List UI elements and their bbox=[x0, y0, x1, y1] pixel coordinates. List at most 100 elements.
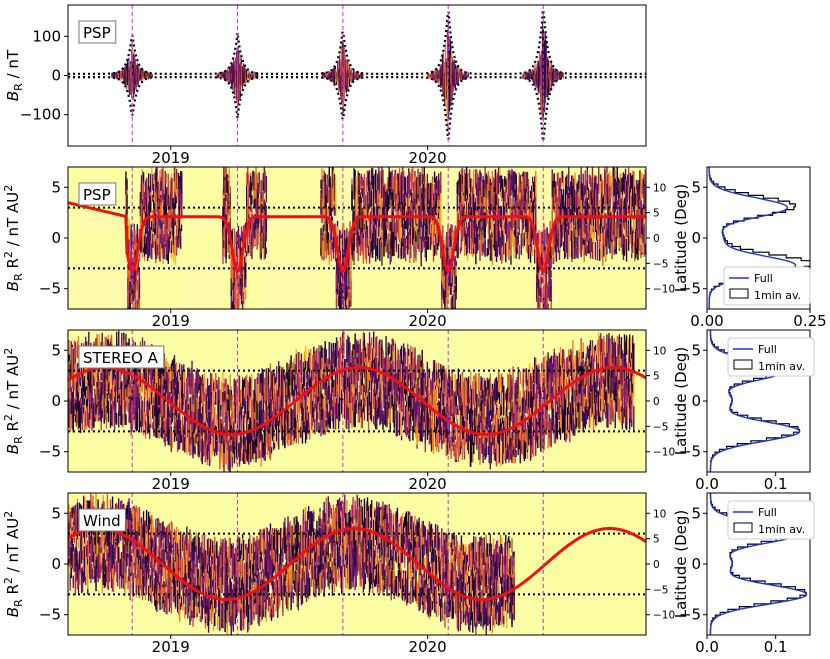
heatmap-cell bbox=[346, 275, 348, 287]
heatmap-cell bbox=[348, 247, 350, 266]
heatmap-cell bbox=[511, 169, 513, 190]
heatmap-cell bbox=[92, 406, 94, 426]
hist-y-tick-label: 0 bbox=[691, 229, 701, 247]
heatmap-cell bbox=[256, 189, 258, 218]
heatmap-cell bbox=[329, 197, 332, 216]
gap-fill bbox=[97, 218, 99, 229]
heatmap-cell bbox=[470, 192, 472, 219]
heatmap-cell bbox=[409, 234, 411, 263]
heatmap-cell bbox=[105, 407, 108, 429]
heatmap-cell bbox=[231, 231, 233, 252]
heatmap-cell bbox=[361, 188, 364, 198]
gap-fill bbox=[94, 226, 96, 237]
heatmap-cell bbox=[528, 246, 531, 259]
heatmap-cell bbox=[139, 386, 142, 399]
heatmap-cell bbox=[522, 216, 525, 230]
heatmap-cell bbox=[241, 231, 244, 244]
heatmap-cell bbox=[360, 183, 362, 195]
gap-fill bbox=[92, 213, 94, 224]
heatmap-cell bbox=[263, 199, 265, 218]
heatmap-cell bbox=[159, 169, 161, 185]
heatmap-cell bbox=[453, 292, 455, 308]
heatmap-cell bbox=[385, 206, 387, 217]
heatmap-cell bbox=[181, 205, 183, 215]
heatmap-cell bbox=[628, 172, 631, 183]
heatmap-cell bbox=[435, 237, 438, 256]
heatmap-cell bbox=[105, 336, 108, 353]
heatmap-cell bbox=[389, 175, 391, 188]
heatmap-cell bbox=[249, 206, 251, 227]
heatmap-cell bbox=[606, 172, 608, 184]
heatmap-cell bbox=[389, 239, 391, 265]
heatmap-cell bbox=[479, 219, 481, 240]
heatmap-cell bbox=[397, 179, 400, 196]
heatmap-cell bbox=[626, 194, 629, 202]
heatmap-cell bbox=[605, 212, 607, 239]
heatmap-cell bbox=[135, 282, 137, 298]
heatmap-cell bbox=[519, 175, 521, 193]
heatmap-cell bbox=[328, 239, 330, 265]
heatmap-cell bbox=[242, 248, 245, 263]
heatmap-cell bbox=[321, 168, 323, 187]
gap-fill bbox=[88, 224, 90, 235]
heatmap-cell bbox=[352, 205, 354, 231]
heatmap-cell bbox=[532, 229, 535, 245]
heatmap-cell bbox=[505, 242, 507, 263]
heatmap-cell bbox=[132, 380, 134, 402]
heatmap-cell bbox=[492, 176, 495, 206]
heatmap-cell bbox=[553, 235, 555, 248]
heatmap-cell bbox=[387, 233, 389, 242]
heatmap-cell bbox=[333, 174, 336, 184]
heatmap-cell bbox=[374, 200, 376, 228]
heatmap-cell bbox=[641, 207, 643, 236]
heatmap-cell bbox=[346, 266, 348, 284]
heatmap-cell bbox=[159, 385, 161, 414]
heatmap-cell bbox=[584, 199, 586, 217]
heatmap-cell bbox=[541, 287, 543, 303]
heatmap-cell bbox=[582, 231, 584, 251]
heatmap-cell bbox=[414, 212, 416, 230]
heatmap-cell bbox=[130, 411, 132, 433]
gap-fill bbox=[98, 212, 100, 223]
heatmap-cell bbox=[350, 281, 352, 307]
heatmap-cell bbox=[231, 254, 233, 283]
heatmap-cell bbox=[140, 203, 143, 226]
heatmap-cell bbox=[619, 181, 622, 207]
heatmap-cell bbox=[495, 204, 498, 213]
heatmap-cell bbox=[101, 400, 103, 409]
heatmap-cell bbox=[258, 178, 260, 195]
gap-fill bbox=[301, 220, 304, 231]
heatmap-cell bbox=[147, 231, 150, 258]
heatmap-cell bbox=[256, 206, 258, 232]
heatmap-cell bbox=[576, 215, 578, 222]
heatmap-cell bbox=[522, 181, 525, 203]
heatmap-cell bbox=[623, 207, 626, 230]
heatmap-cell bbox=[147, 415, 150, 433]
heatmap-cell bbox=[636, 209, 638, 217]
heatmap-cell bbox=[145, 179, 148, 203]
heatmap-cell bbox=[581, 211, 583, 239]
heatmap-cell bbox=[79, 407, 82, 434]
heatmap-cell bbox=[329, 234, 332, 242]
heatmap-cell bbox=[602, 179, 604, 202]
heatmap-cell bbox=[404, 242, 407, 262]
heatmap-cell bbox=[575, 197, 577, 214]
heatmap-cell bbox=[327, 189, 329, 198]
heatmap-cell bbox=[557, 206, 560, 218]
heatmap-cell bbox=[489, 178, 492, 190]
heatmap-cell bbox=[637, 191, 639, 204]
heatmap-cell bbox=[594, 188, 597, 201]
heatmap-cell bbox=[564, 217, 567, 234]
heatmap-cell bbox=[615, 236, 617, 248]
heatmap-cell bbox=[343, 283, 345, 293]
heatmap-cell bbox=[547, 268, 549, 287]
heatmap-cell bbox=[415, 231, 417, 242]
heatmap-cell bbox=[166, 187, 168, 207]
heatmap-cell bbox=[447, 223, 449, 248]
heatmap-cell bbox=[171, 215, 174, 236]
heatmap-cell bbox=[229, 192, 231, 207]
heatmap-cell bbox=[255, 167, 257, 190]
heatmap-cell bbox=[490, 184, 493, 205]
heatmap-cell bbox=[173, 187, 176, 206]
heatmap-cell bbox=[161, 229, 163, 243]
